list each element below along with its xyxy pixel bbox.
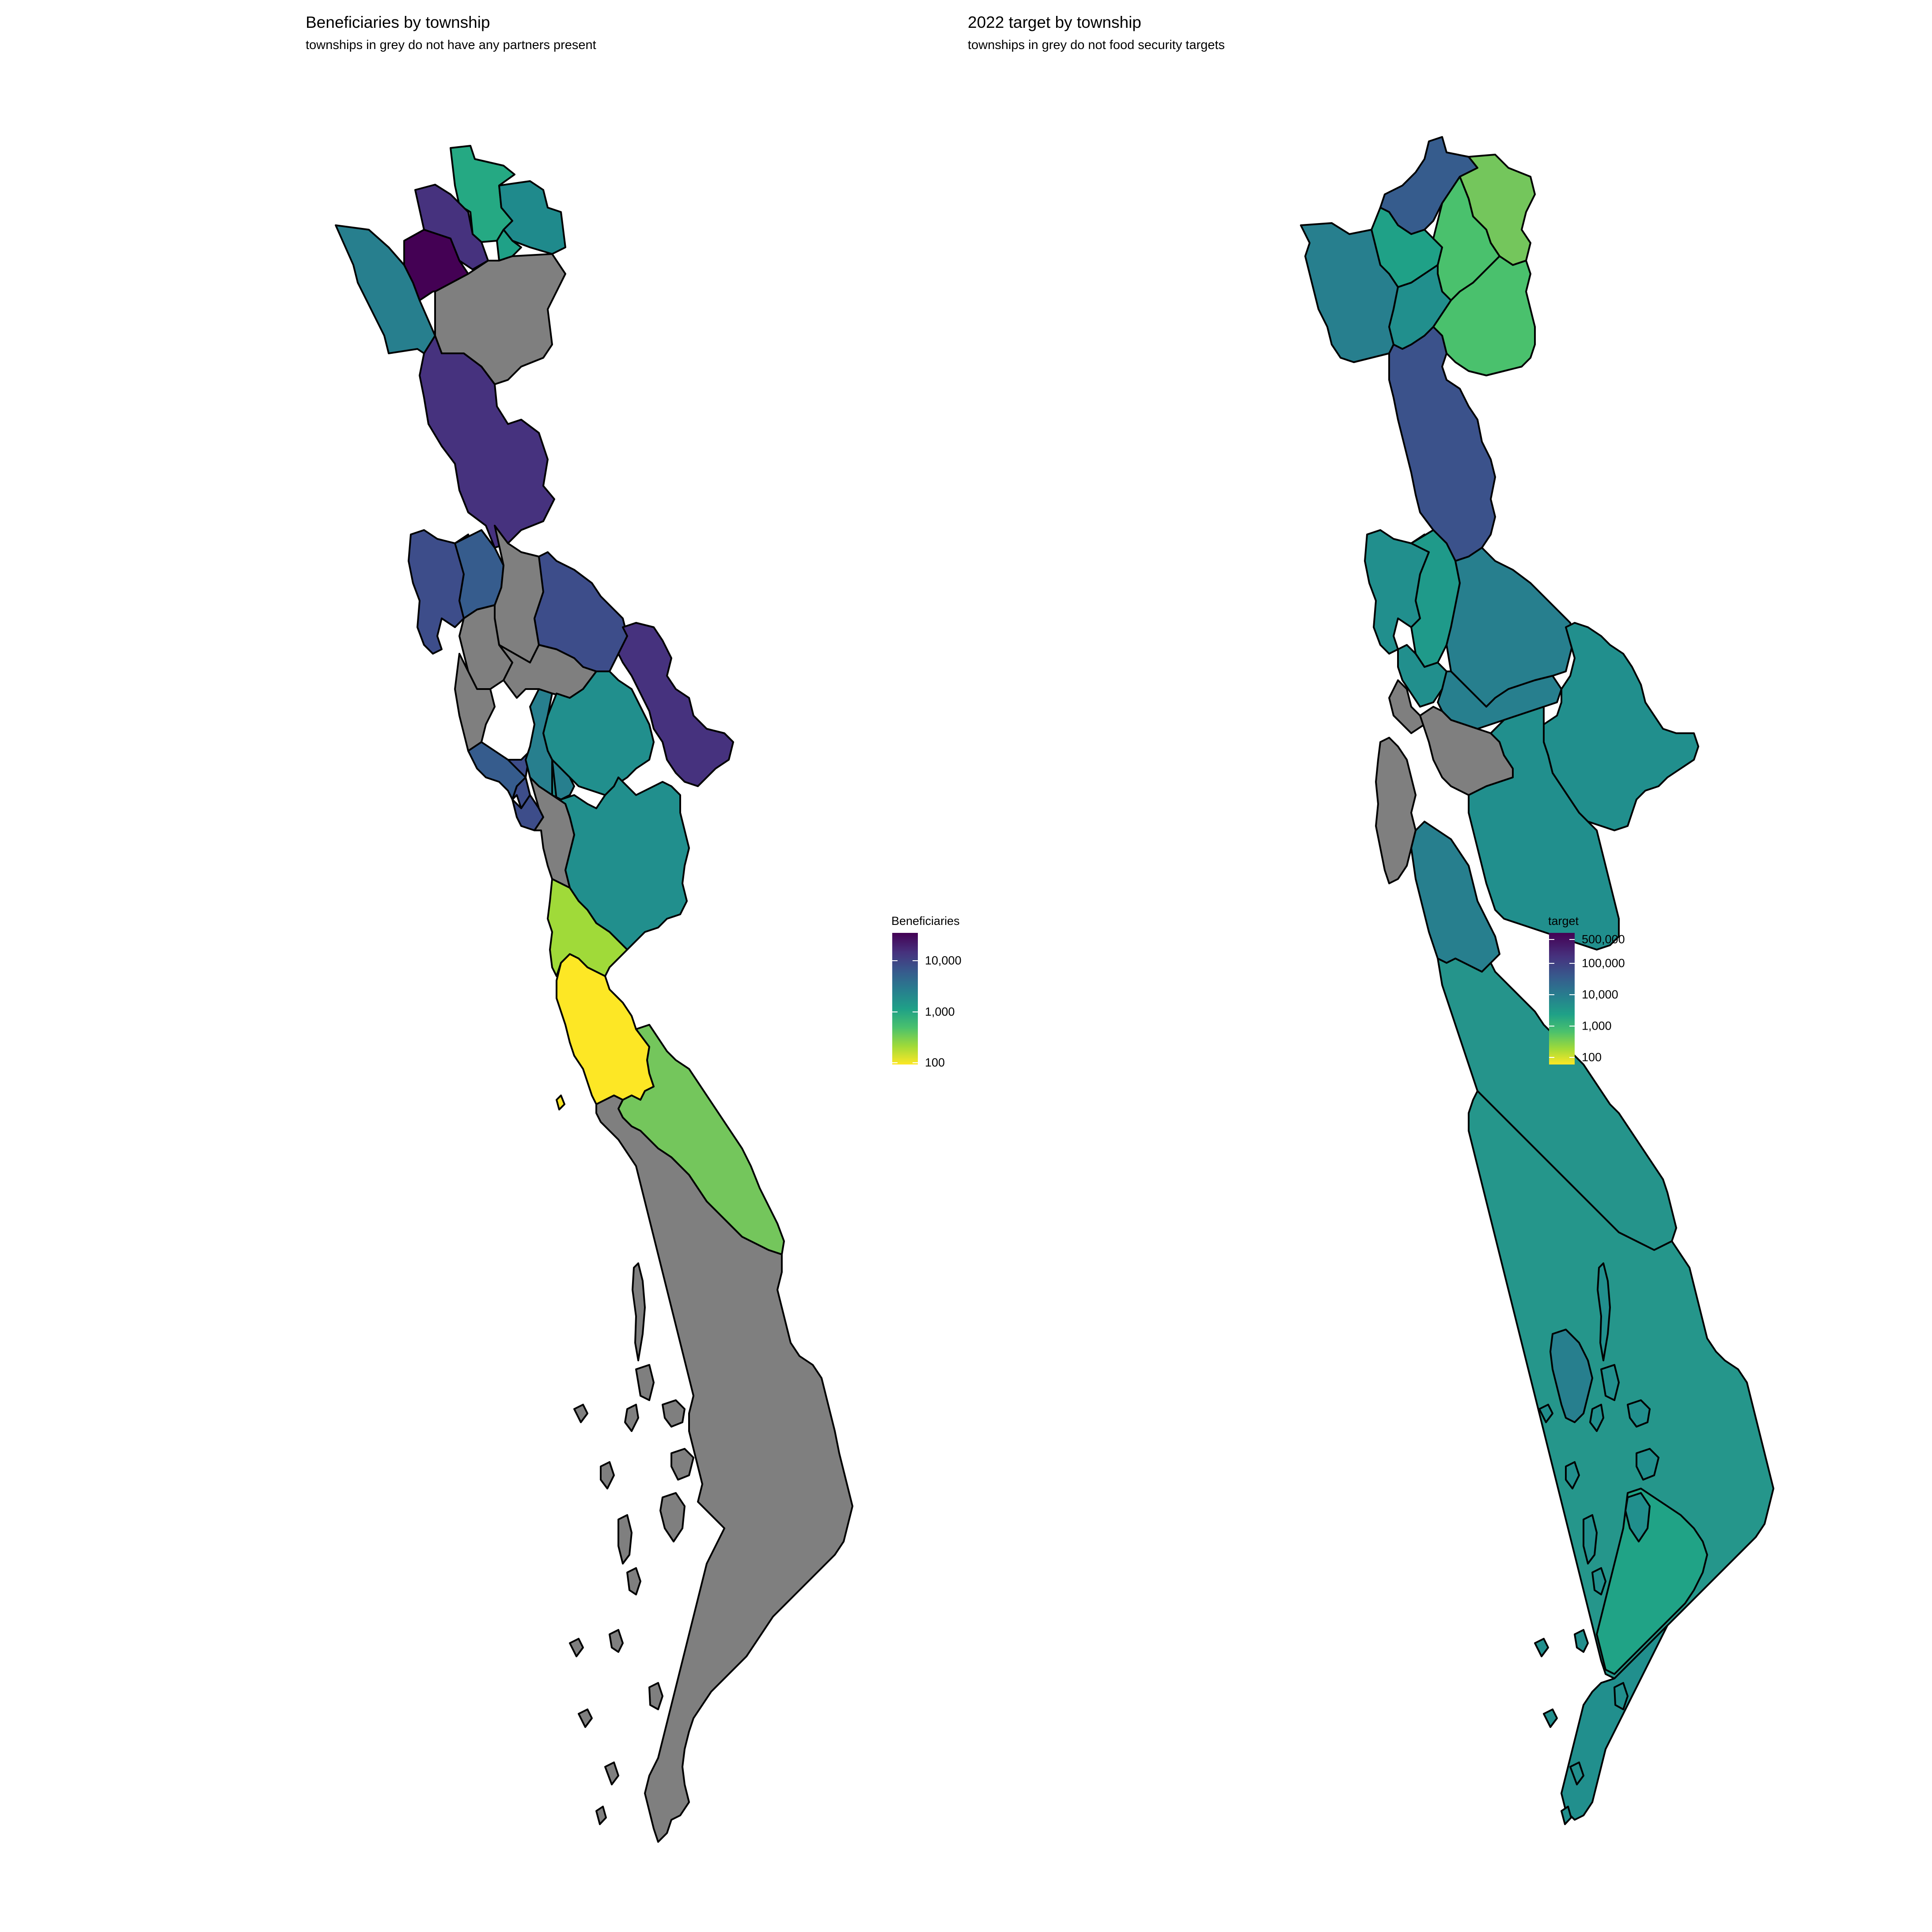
map-panel-beneficiaries: Beneficiaries by township townships in g…	[306, 13, 962, 1843]
legend-title: Beneficiaries	[891, 914, 960, 928]
township-region	[595, 1095, 853, 1843]
island	[1543, 1708, 1558, 1728]
island	[1597, 1262, 1611, 1361]
island	[648, 1682, 663, 1710]
legend-tick-label: 100	[1582, 1050, 1602, 1064]
township-region	[1388, 326, 1496, 562]
township-region	[419, 335, 555, 549]
map-subtitle: townships in grey do not food security t…	[968, 38, 1225, 52]
legend-tick-label: 1,000	[1582, 1019, 1612, 1033]
island	[595, 1806, 607, 1825]
island	[578, 1708, 593, 1728]
legend-tick-label: 100	[925, 1056, 945, 1069]
island	[1591, 1567, 1606, 1595]
legend-tick-label: 500,000	[1582, 932, 1625, 946]
township-region	[525, 688, 575, 800]
legend-colorbar	[1549, 933, 1575, 1064]
island	[662, 1399, 686, 1428]
legend-tick-mark	[1549, 994, 1554, 995]
island	[573, 1404, 588, 1423]
legend-tick-mark	[1569, 1057, 1575, 1058]
island	[609, 1629, 624, 1653]
legend-tick-mark	[1549, 939, 1554, 940]
legend-tick-mark	[913, 1062, 918, 1063]
legend-tick-label: 1,000	[925, 1005, 955, 1019]
legend-tick-mark	[1569, 1026, 1575, 1027]
legend-tick-mark	[1549, 1026, 1554, 1027]
island	[632, 1262, 646, 1361]
township-region	[1375, 737, 1417, 884]
island	[624, 1404, 639, 1432]
island	[1636, 1448, 1659, 1481]
island	[1589, 1404, 1604, 1432]
island	[1600, 1364, 1620, 1401]
choropleth-map	[335, 145, 853, 1843]
island	[1627, 1399, 1651, 1428]
island	[1565, 1461, 1580, 1489]
township-region	[1468, 1090, 1774, 1679]
island	[569, 1638, 584, 1657]
legend-title: target	[1548, 914, 1579, 928]
island	[1574, 1629, 1589, 1653]
legend-tick-mark	[1569, 939, 1575, 940]
legend-tick-mark	[913, 960, 918, 961]
township-region	[1549, 1329, 1593, 1423]
map-subtitle: townships in grey do not have any partne…	[306, 38, 596, 52]
township-region	[1561, 1625, 1668, 1821]
legend-tick-mark	[1569, 994, 1575, 995]
choropleth-map	[1300, 136, 1774, 1825]
legend-tick-label: 10,000	[925, 954, 962, 967]
island	[1538, 1404, 1553, 1423]
legend-tick-mark	[1569, 963, 1575, 964]
township-region	[454, 653, 496, 752]
legend-tick-mark	[1549, 963, 1554, 964]
legend-tick-mark	[1549, 1057, 1554, 1058]
legend-tick-label: 100,000	[1582, 956, 1625, 970]
legend-tick-mark	[892, 1062, 898, 1063]
legend-colorbar	[892, 933, 918, 1064]
island	[1583, 1514, 1598, 1565]
island	[617, 1514, 633, 1565]
township-region	[1596, 1488, 1708, 1675]
island	[556, 1095, 565, 1110]
township-region	[335, 224, 436, 354]
island	[1561, 1806, 1572, 1825]
island	[604, 1762, 619, 1785]
island	[1534, 1638, 1549, 1657]
map-title: 2022 target by township	[968, 13, 1141, 31]
island	[671, 1448, 694, 1481]
island	[1625, 1492, 1651, 1542]
legend-tick-label: 10,000	[1582, 988, 1618, 1001]
map-panel-target: 2022 target by township townships in gre…	[966, 0, 1932, 1932]
legend-tick-mark	[892, 960, 898, 961]
island	[635, 1364, 655, 1401]
island	[1569, 1762, 1584, 1785]
island	[659, 1492, 686, 1542]
map-title: Beneficiaries by township	[306, 13, 490, 31]
township-region	[617, 622, 734, 787]
township-region	[1388, 679, 1425, 734]
island	[626, 1567, 641, 1595]
legend-tick-mark	[892, 1011, 898, 1012]
island	[600, 1461, 615, 1489]
island	[1614, 1682, 1629, 1710]
legend-tick-mark	[913, 1011, 918, 1012]
